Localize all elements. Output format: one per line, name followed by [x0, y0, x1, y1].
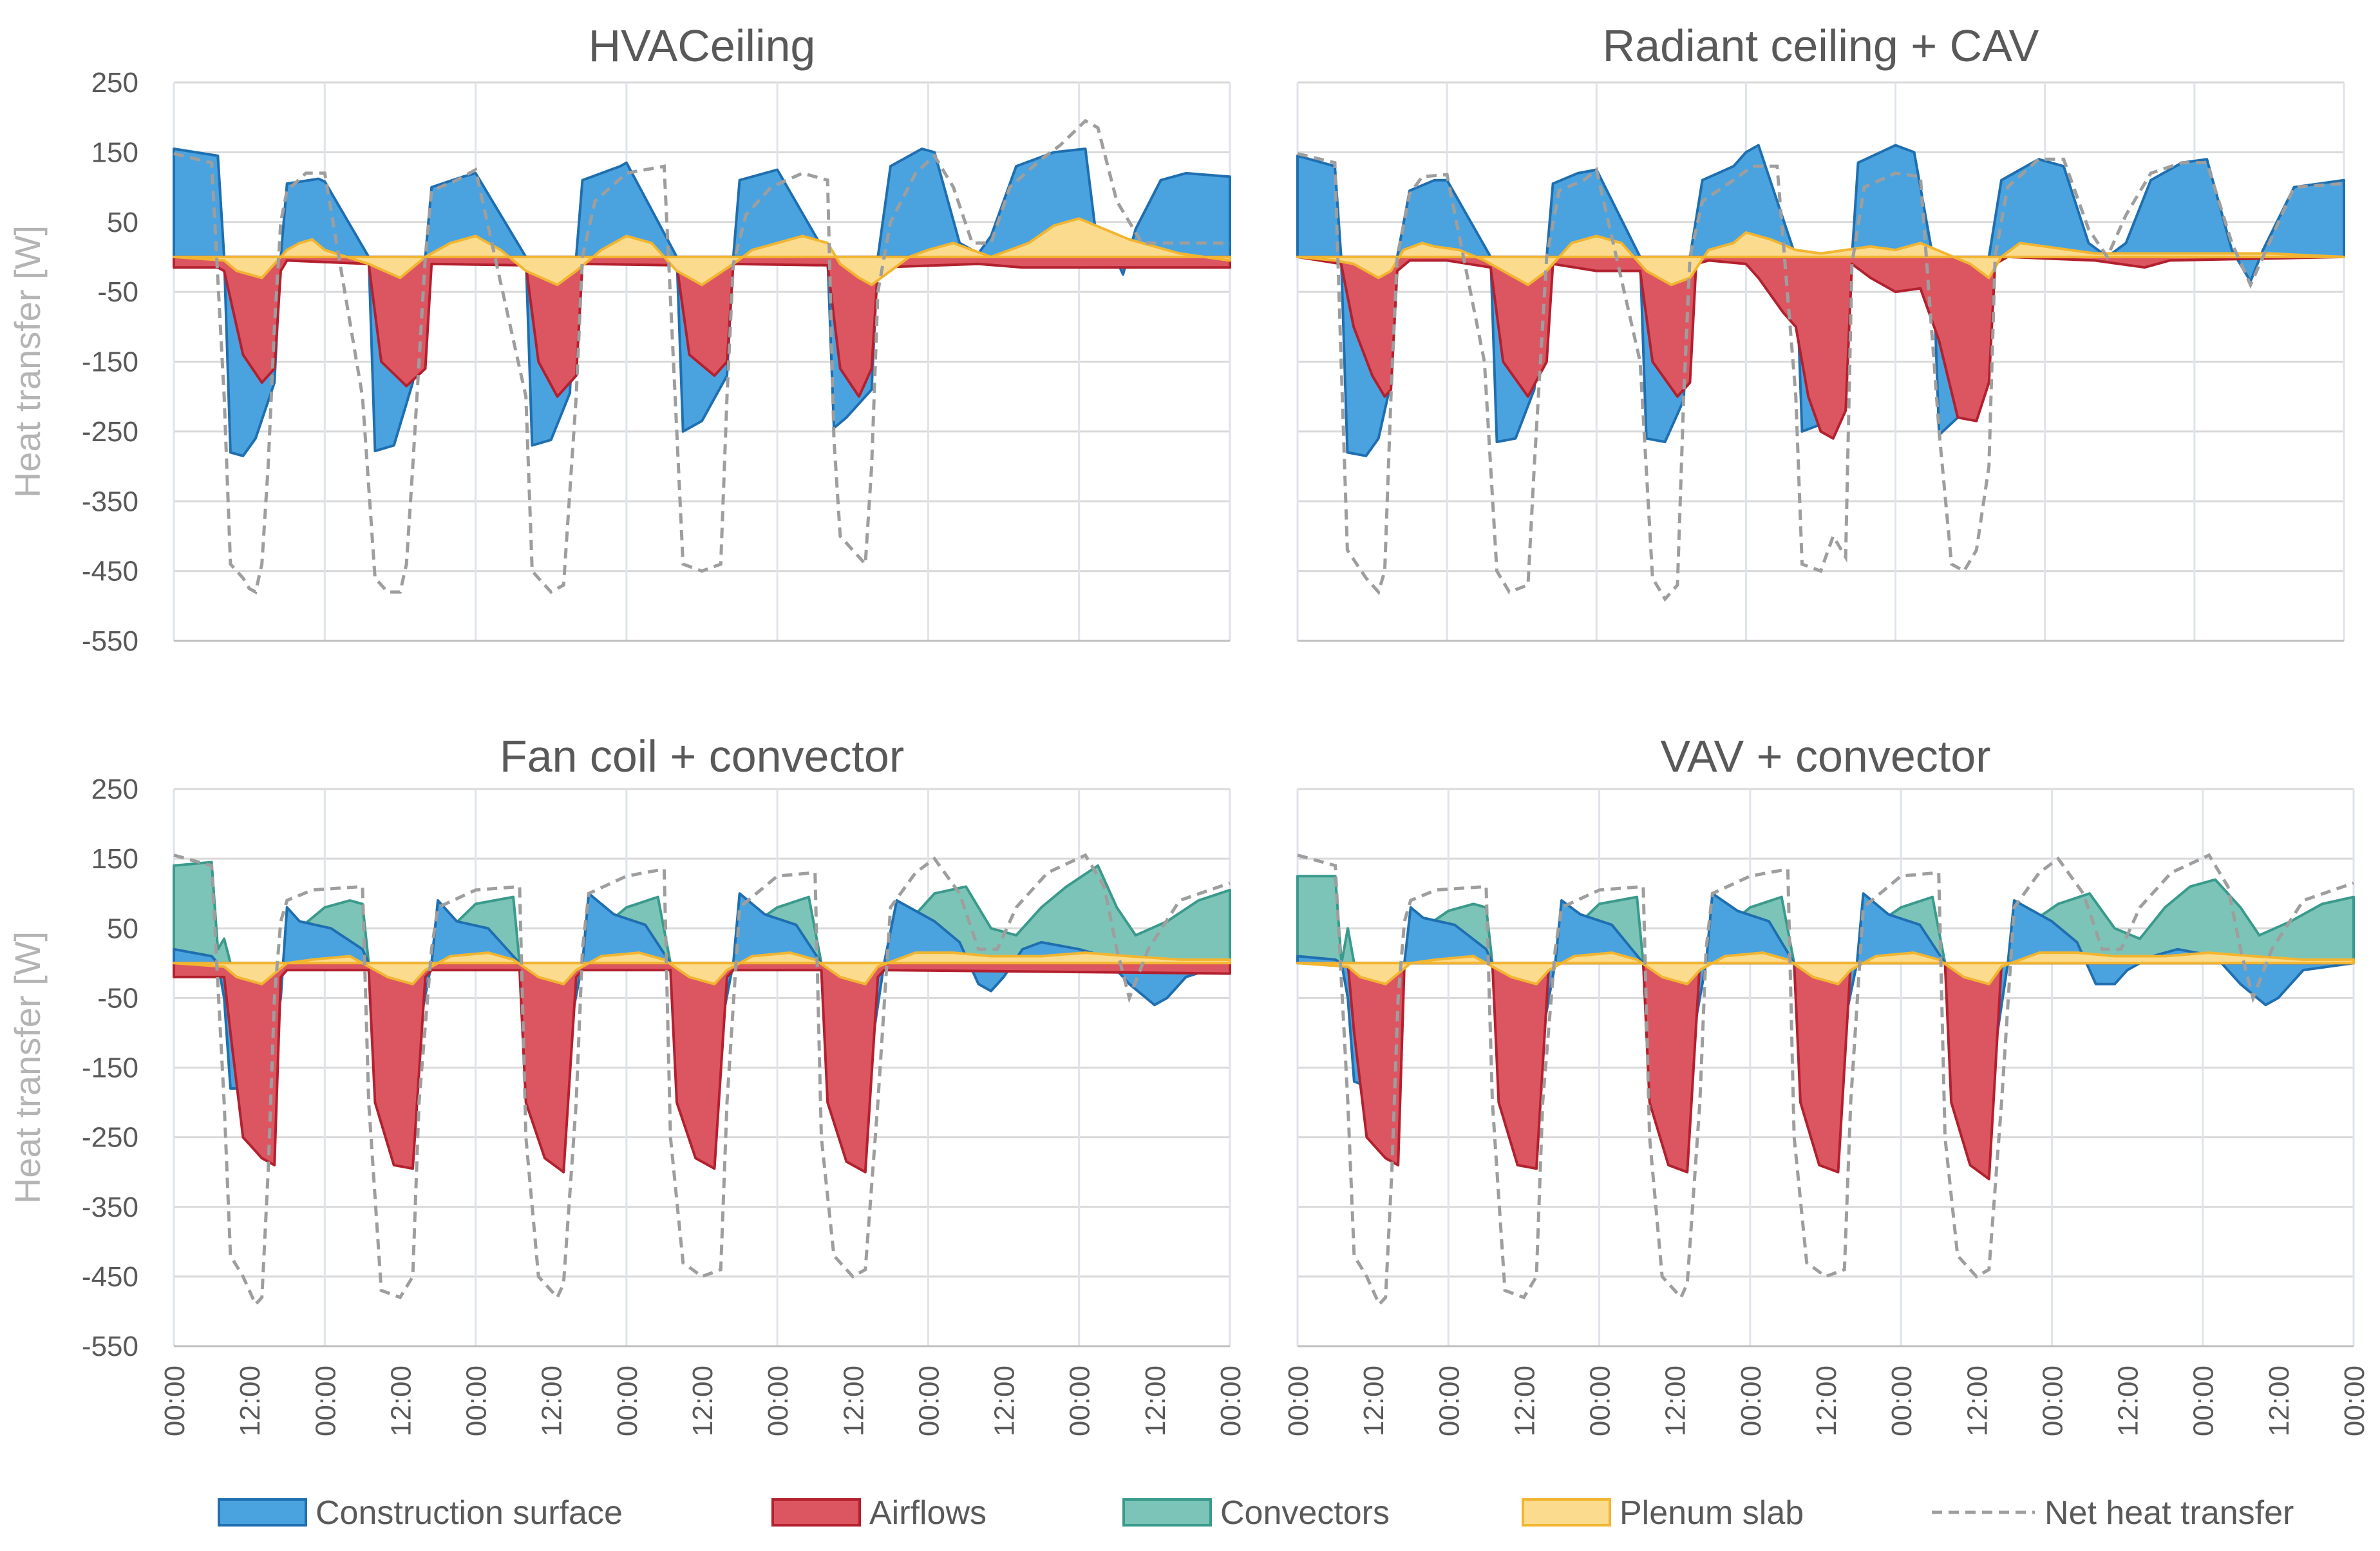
y-tick-label: -150	[82, 1052, 138, 1084]
y-tick-label: 150	[91, 843, 138, 875]
legend-label: Net heat transfer	[2045, 1494, 2294, 1532]
x-tick-label: 12:00	[2113, 1365, 2144, 1436]
y-tick-label: -250	[82, 1122, 138, 1154]
y-axis-label: Heat transfer [W]	[7, 931, 48, 1204]
series-line-net	[1297, 853, 2354, 1308]
y-tick-label: -250	[82, 416, 138, 448]
x-tick-label: 12:00	[536, 1365, 568, 1436]
series-area-airflows	[1296, 255, 2345, 440]
chart-panel-1: 250 150 50 -50 -150 -250 -350 -450 -550 HVACeilin…	[7, 21, 1231, 657]
x-tick-label: 12:00	[1811, 1365, 1842, 1436]
chart-panel-4: 00:00 12:00 00:00 12:00 00:00 12:00 00:00 12:00…	[1283, 731, 2370, 1436]
x-tick-label: 12:00	[1140, 1365, 1171, 1436]
x-tick-label: 12:00	[989, 1365, 1021, 1436]
chart-panel-2: Radiant ceiling + CAV	[1296, 21, 2345, 642]
x-tick-label: 00:00	[1283, 1365, 1314, 1436]
y-tick-label: 50	[107, 207, 138, 238]
chart-title: HVACeiling	[589, 21, 816, 71]
series-area-plenum	[1296, 231, 2345, 287]
x-tick-label: 12:00	[1660, 1365, 1692, 1436]
y-tick-label: 250	[91, 774, 138, 805]
series-area-plenum	[173, 951, 1231, 985]
y-tick-label: -550	[82, 1331, 138, 1362]
legend-item-convectors: Convectors	[1122, 1494, 1390, 1532]
chart-panel-3: 250 150 50 -50 -150 -250 -350 -450 -550 00:00 12:0…	[7, 731, 1247, 1436]
chart-title: Radiant ceiling + CAV	[1603, 21, 2039, 71]
y-axis-label: Heat transfer [W]	[7, 225, 48, 498]
y-tick-label: -550	[82, 625, 138, 657]
x-tick-label: 12:00	[2263, 1365, 2295, 1436]
x-tick-label: 00:00	[1886, 1365, 1918, 1436]
series-line-net	[173, 119, 1230, 595]
legend-item-plenum: Plenum slab	[1522, 1494, 1804, 1532]
y-tick-label: -50	[97, 276, 138, 308]
series-area-airflows	[1296, 962, 2355, 1181]
legend-label: Convectors	[1220, 1494, 1390, 1532]
series-area-airflows	[173, 962, 1231, 1174]
x-tick-label: 00:00	[461, 1365, 493, 1436]
y-tick-label: -50	[97, 982, 138, 1014]
y-tick-label: -450	[82, 556, 138, 587]
x-tick-label: 12:00	[1961, 1365, 1993, 1436]
x-tick-label: 12:00	[385, 1365, 417, 1436]
x-tick-label: 00:00	[2037, 1365, 2068, 1436]
legend-swatch	[218, 1498, 307, 1527]
x-tick-label: 12:00	[1358, 1365, 1390, 1436]
x-tick-label: 00:00	[913, 1365, 945, 1436]
chart-title: Fan coil + convector	[500, 731, 904, 781]
series-line-net	[1297, 152, 2345, 602]
legend-item-airflows: Airflows	[771, 1494, 987, 1532]
y-tick-label: -450	[82, 1261, 138, 1293]
y-tick-label: -150	[82, 347, 138, 378]
y-tick-label: 250	[91, 67, 138, 99]
y-tick-label: -350	[82, 486, 138, 517]
y-tick-label: 50	[107, 913, 138, 944]
x-tick-label: 00:00	[1585, 1365, 1616, 1436]
series-line-net	[173, 853, 1231, 1308]
x-tick-label: 12:00	[687, 1365, 719, 1436]
legend-swatch	[1522, 1498, 1611, 1527]
legend-item-construction: Construction surface	[218, 1494, 623, 1532]
x-tick-label: 00:00	[612, 1365, 643, 1436]
legend-label: Construction surface	[316, 1494, 623, 1532]
legend-label: Airflows	[869, 1494, 987, 1532]
x-tick-label: 00:00	[310, 1365, 341, 1436]
legend: Construction surface Airflows Convectors Pl…	[218, 1494, 2294, 1532]
x-tick-label: 00:00	[762, 1365, 794, 1436]
x-tick-label: 12:00	[234, 1365, 266, 1436]
x-tick-label: 00:00	[1215, 1365, 1247, 1436]
legend-item-net: Net heat transfer	[1932, 1494, 2294, 1532]
legend-swatch	[771, 1498, 861, 1527]
x-tick-label: 00:00	[1433, 1365, 1465, 1436]
legend-label: Plenum slab	[1620, 1494, 1804, 1532]
series-area-plenum	[1296, 951, 2355, 985]
x-tick-label: 00:00	[1064, 1365, 1096, 1436]
x-tick-label: 00:00	[1735, 1365, 1767, 1436]
y-tick-label: -350	[82, 1192, 138, 1223]
x-tick-label: 00:00	[2188, 1365, 2220, 1436]
x-tick-label: 12:00	[838, 1365, 869, 1436]
legend-swatch	[1122, 1498, 1212, 1527]
x-tick-label: 00:00	[2339, 1365, 2370, 1436]
x-tick-label: 00:00	[159, 1365, 191, 1436]
x-tick-label: 12:00	[1509, 1365, 1540, 1436]
chart-panels: 250 150 50 -50 -150 -250 -350 -450 -550 HVACeilin…	[7, 21, 2370, 1436]
chart-title: VAV + convector	[1661, 731, 1991, 781]
y-tick-label: 150	[91, 137, 138, 168]
